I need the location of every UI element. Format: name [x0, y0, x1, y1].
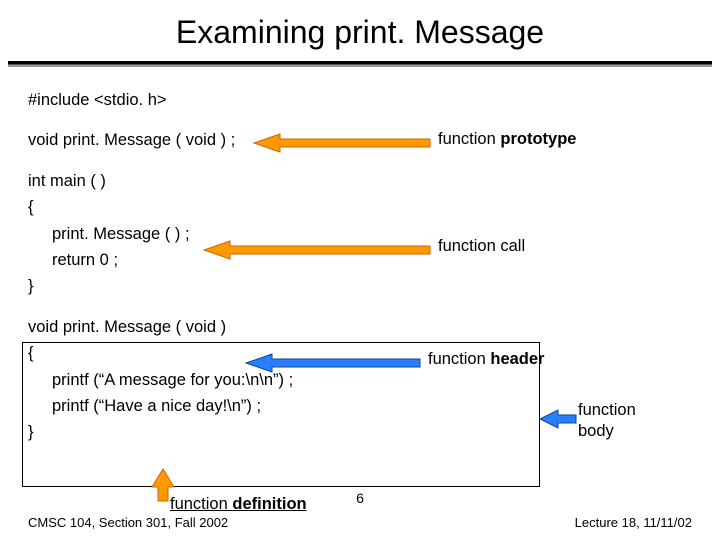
arrow-prototype-icon — [254, 134, 430, 152]
code-include: #include <stdio. h> — [28, 87, 692, 113]
label-header-prefix: function — [428, 350, 490, 368]
code-main-sig: int main ( ) — [28, 168, 692, 194]
label-body-l2: body — [578, 422, 614, 440]
label-definition-prefix: function — [170, 495, 232, 513]
label-prototype-bold: prototype — [500, 130, 576, 148]
footer-right: Lecture 18, 11/11/02 — [575, 515, 692, 530]
arrow-header-icon — [246, 354, 420, 372]
label-header-bold: header — [490, 350, 544, 368]
label-prototype: function prototype — [438, 130, 576, 149]
code-func-sig: void print. Message ( void ) — [28, 314, 692, 340]
label-body: function body — [578, 400, 636, 443]
label-body-l1: function — [578, 401, 636, 419]
code-main-close: } — [28, 273, 692, 299]
arrow-definition-icon — [152, 469, 174, 501]
page-title: Examining print. Message — [0, 0, 720, 61]
label-definition-bold: definition — [232, 495, 306, 513]
code-main-open: { — [28, 194, 692, 220]
label-header: function header — [428, 350, 544, 369]
label-call: function call — [438, 237, 525, 256]
footer-left: CMSC 104, Section 301, Fall 2002 — [28, 515, 228, 530]
label-definition: function definition — [170, 495, 307, 514]
page-number: 6 — [356, 490, 364, 506]
arrow-body-icon — [540, 410, 576, 428]
label-prototype-prefix: function — [438, 130, 500, 148]
arrow-call-icon — [204, 241, 430, 259]
